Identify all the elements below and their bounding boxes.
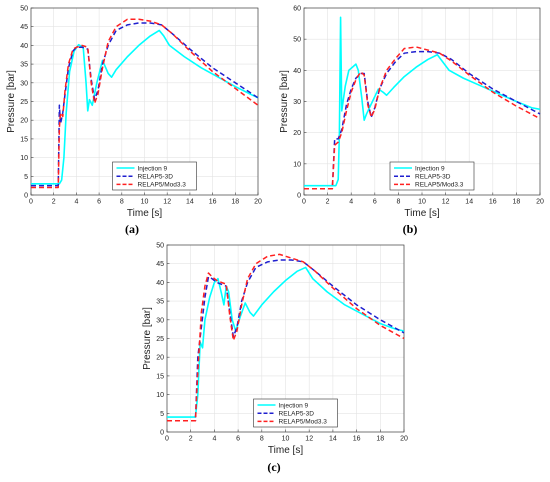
y-tick-label: 25 — [20, 99, 28, 106]
y-tick-label: 30 — [293, 99, 301, 106]
legend-label-relap5-mod33: RELAP5/Mod3.3 — [415, 182, 464, 189]
x-axis-label: Time [s] — [404, 208, 439, 219]
x-tick-label: 8 — [120, 199, 124, 206]
y-tick-label: 10 — [293, 161, 301, 168]
y-tick-label: 40 — [156, 280, 164, 287]
y-tick-label: 35 — [20, 62, 28, 69]
series-line-relap5-3d — [167, 259, 405, 422]
legend-label-injection: Injection 9 — [415, 165, 445, 172]
y-tick-label: 0 — [297, 193, 301, 200]
legend-label-relap5-mod33: RELAP5/Mod3.3 — [279, 419, 328, 426]
x-tick-label: 18 — [376, 436, 384, 443]
panel-label: (b) — [403, 222, 418, 236]
x-tick-label: 10 — [141, 199, 149, 206]
y-tick-label: 50 — [20, 6, 28, 13]
x-tick-label: 12 — [305, 436, 313, 443]
y-tick-label: 5 — [160, 411, 164, 418]
x-axis-label: Time [s] — [268, 445, 303, 456]
x-tick-label: 16 — [353, 436, 361, 443]
series-line-injection — [167, 266, 405, 418]
x-tick-label: 6 — [373, 199, 377, 206]
x-tick-label: 2 — [52, 199, 56, 206]
x-tick-label: 20 — [400, 436, 408, 443]
x-tick-label: 12 — [163, 199, 171, 206]
x-tick-label: 0 — [165, 436, 169, 443]
chart-panel-a: 0 2 4 6 8 10 12 14 16 18 20 0 5 10 15 20 25 30 35 40 45 50 Tim… — [6, 6, 262, 237]
y-tick-label: 5 — [24, 174, 28, 181]
x-tick-label: 10 — [282, 436, 290, 443]
x-tick-label: 8 — [260, 436, 264, 443]
x-tick-label: 14 — [186, 199, 194, 206]
series-line-injection — [304, 16, 541, 187]
x-tick-label: 6 — [236, 436, 240, 443]
panel-label: (c) — [267, 460, 280, 474]
x-tick-label: 8 — [396, 199, 400, 206]
x-axis-label: Time [s] — [127, 208, 162, 219]
legend-label-relap5-3d: RELAP5-3D — [138, 174, 174, 181]
legend-label-injection: Injection 9 — [138, 165, 168, 172]
axes-frame — [30, 7, 259, 196]
y-tick-label: 20 — [156, 355, 164, 362]
x-tick-label: 4 — [74, 199, 78, 206]
series-line-relap5-mod33 — [31, 18, 259, 189]
y-tick-label: 50 — [156, 243, 164, 250]
y-tick-label: 15 — [156, 373, 164, 380]
x-tick-label: 18 — [231, 199, 239, 206]
y-tick-label: 25 — [156, 336, 164, 343]
chart-panel-b: 0 2 4 6 8 10 12 14 16 18 20 0 10 20 30 40 50 60 Time [s] Pr… — [279, 6, 544, 237]
y-tick-label: 10 — [20, 155, 28, 162]
x-tick-label: 10 — [418, 199, 426, 206]
y-axis-label: Pressure [bar] — [279, 70, 290, 133]
axes-frame — [303, 7, 541, 196]
x-tick-label: 20 — [254, 199, 262, 206]
y-tick-label: 20 — [20, 118, 28, 125]
legend-label-relap5-3d: RELAP5-3D — [279, 411, 315, 418]
x-tick-label: 4 — [212, 436, 216, 443]
x-tick-label: 12 — [442, 199, 450, 206]
y-axis-label: Pressure [bar] — [142, 307, 153, 370]
x-tick-label: 0 — [302, 199, 306, 206]
series-line-relap5-mod33 — [167, 253, 405, 422]
y-tick-label: 30 — [156, 317, 164, 324]
y-tick-label: 0 — [160, 430, 164, 437]
y-tick-label: 0 — [24, 193, 28, 200]
y-tick-label: 15 — [20, 136, 28, 143]
y-tick-label: 20 — [293, 130, 301, 137]
x-tick-label: 4 — [349, 199, 353, 206]
y-tick-label: 30 — [20, 80, 28, 87]
x-tick-label: 16 — [209, 199, 217, 206]
legend-label-relap5-mod33: RELAP5/Mod3.3 — [138, 182, 187, 189]
x-tick-label: 0 — [29, 199, 33, 206]
x-tick-label: 20 — [536, 199, 544, 206]
x-tick-label: 6 — [97, 199, 101, 206]
x-tick-label: 18 — [513, 199, 521, 206]
chart-panel-c: 0 2 4 6 8 10 12 14 16 18 20 0 5 10 15 20 25 30 35 40 45 50 Tim… — [142, 243, 408, 475]
y-tick-label: 10 — [156, 392, 164, 399]
y-tick-label: 40 — [20, 43, 28, 50]
y-tick-label: 40 — [293, 68, 301, 75]
panel-label: (a) — [125, 222, 139, 236]
y-tick-label: 45 — [20, 24, 28, 31]
x-tick-label: 16 — [489, 199, 497, 206]
x-tick-label: 14 — [465, 199, 473, 206]
y-tick-label: 50 — [293, 37, 301, 44]
y-tick-label: 45 — [156, 261, 164, 268]
y-axis-label: Pressure [bar] — [6, 70, 17, 133]
y-tick-label: 60 — [293, 6, 301, 13]
y-tick-label: 35 — [156, 299, 164, 306]
legend-label-relap5-3d: RELAP5-3D — [415, 174, 451, 181]
x-tick-label: 2 — [326, 199, 330, 206]
x-tick-label: 14 — [329, 436, 337, 443]
legend-label-injection: Injection 9 — [279, 402, 309, 409]
x-tick-label: 2 — [189, 436, 193, 443]
series-line-injection — [31, 29, 259, 185]
